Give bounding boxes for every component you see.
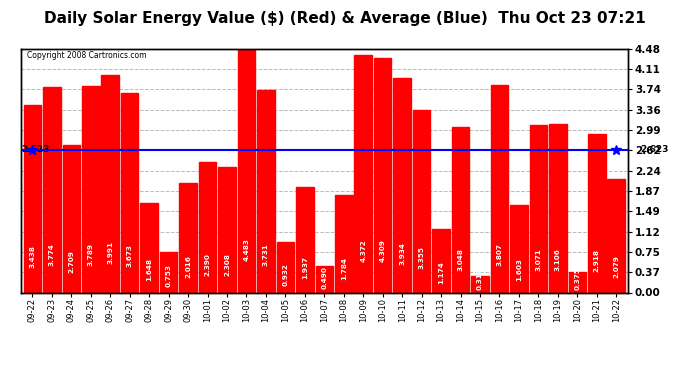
Bar [355, 55, 372, 292]
Bar [237, 49, 255, 292]
Bar [471, 276, 489, 292]
Text: 1.937: 1.937 [302, 256, 308, 279]
Bar [374, 58, 391, 292]
Text: 2.390: 2.390 [204, 253, 210, 276]
Bar [588, 134, 606, 292]
Text: 2.918: 2.918 [594, 249, 600, 272]
Text: 3.807: 3.807 [496, 243, 502, 266]
Text: 0.932: 0.932 [282, 263, 288, 286]
Bar [23, 105, 41, 292]
Text: 3.048: 3.048 [457, 248, 464, 271]
Text: Daily Solar Energy Value ($) (Red) & Average (Blue)  Thu Oct 23 07:21: Daily Solar Energy Value ($) (Red) & Ave… [44, 11, 646, 26]
Text: 0.375: 0.375 [574, 267, 580, 290]
Bar [315, 266, 333, 292]
Text: 4.372: 4.372 [360, 239, 366, 262]
Bar [160, 252, 177, 292]
Text: 1.648: 1.648 [146, 258, 152, 281]
Bar [413, 110, 431, 292]
Bar [199, 162, 216, 292]
Text: 3.106: 3.106 [555, 248, 561, 270]
Text: 0.753: 0.753 [166, 264, 172, 287]
Text: 2.079: 2.079 [613, 255, 619, 278]
Text: 3.731: 3.731 [263, 243, 269, 266]
Text: 4.483: 4.483 [244, 238, 250, 261]
Bar [140, 203, 158, 292]
Text: 3.934: 3.934 [399, 242, 405, 265]
Bar [257, 90, 275, 292]
Bar [296, 187, 313, 292]
Text: 3.991: 3.991 [107, 241, 113, 264]
Bar [549, 123, 566, 292]
Text: 3.355: 3.355 [419, 246, 424, 269]
Bar [607, 179, 625, 292]
Bar [101, 75, 119, 292]
Bar [335, 195, 353, 292]
Text: 3.071: 3.071 [535, 248, 542, 271]
Bar [179, 183, 197, 292]
Text: 1.603: 1.603 [516, 258, 522, 281]
Text: 2.623: 2.623 [21, 145, 50, 154]
Text: 3.789: 3.789 [88, 243, 94, 266]
Text: 0.490: 0.490 [322, 266, 327, 289]
Bar [393, 78, 411, 292]
Text: 2.709: 2.709 [68, 251, 75, 273]
Bar [82, 86, 99, 292]
Bar [491, 86, 509, 292]
Bar [569, 272, 586, 292]
Bar [510, 205, 528, 292]
Text: 1.174: 1.174 [438, 261, 444, 284]
Bar [63, 145, 80, 292]
Text: 1.784: 1.784 [341, 257, 347, 280]
Text: 3.673: 3.673 [127, 244, 132, 267]
Bar [43, 87, 61, 292]
Bar [121, 93, 139, 292]
Bar [433, 229, 450, 292]
Text: 2.308: 2.308 [224, 253, 230, 276]
Bar [218, 167, 236, 292]
Bar [277, 242, 294, 292]
Text: 2.016: 2.016 [185, 255, 191, 278]
Text: 3.774: 3.774 [49, 243, 55, 266]
Text: 3.438: 3.438 [30, 245, 35, 268]
Bar [452, 127, 469, 292]
Text: Copyright 2008 Cartronics.com: Copyright 2008 Cartronics.com [27, 51, 146, 60]
Text: 2.623: 2.623 [640, 145, 669, 154]
Text: 0.310: 0.310 [477, 267, 483, 290]
Bar [530, 125, 547, 292]
Text: 4.309: 4.309 [380, 239, 386, 262]
